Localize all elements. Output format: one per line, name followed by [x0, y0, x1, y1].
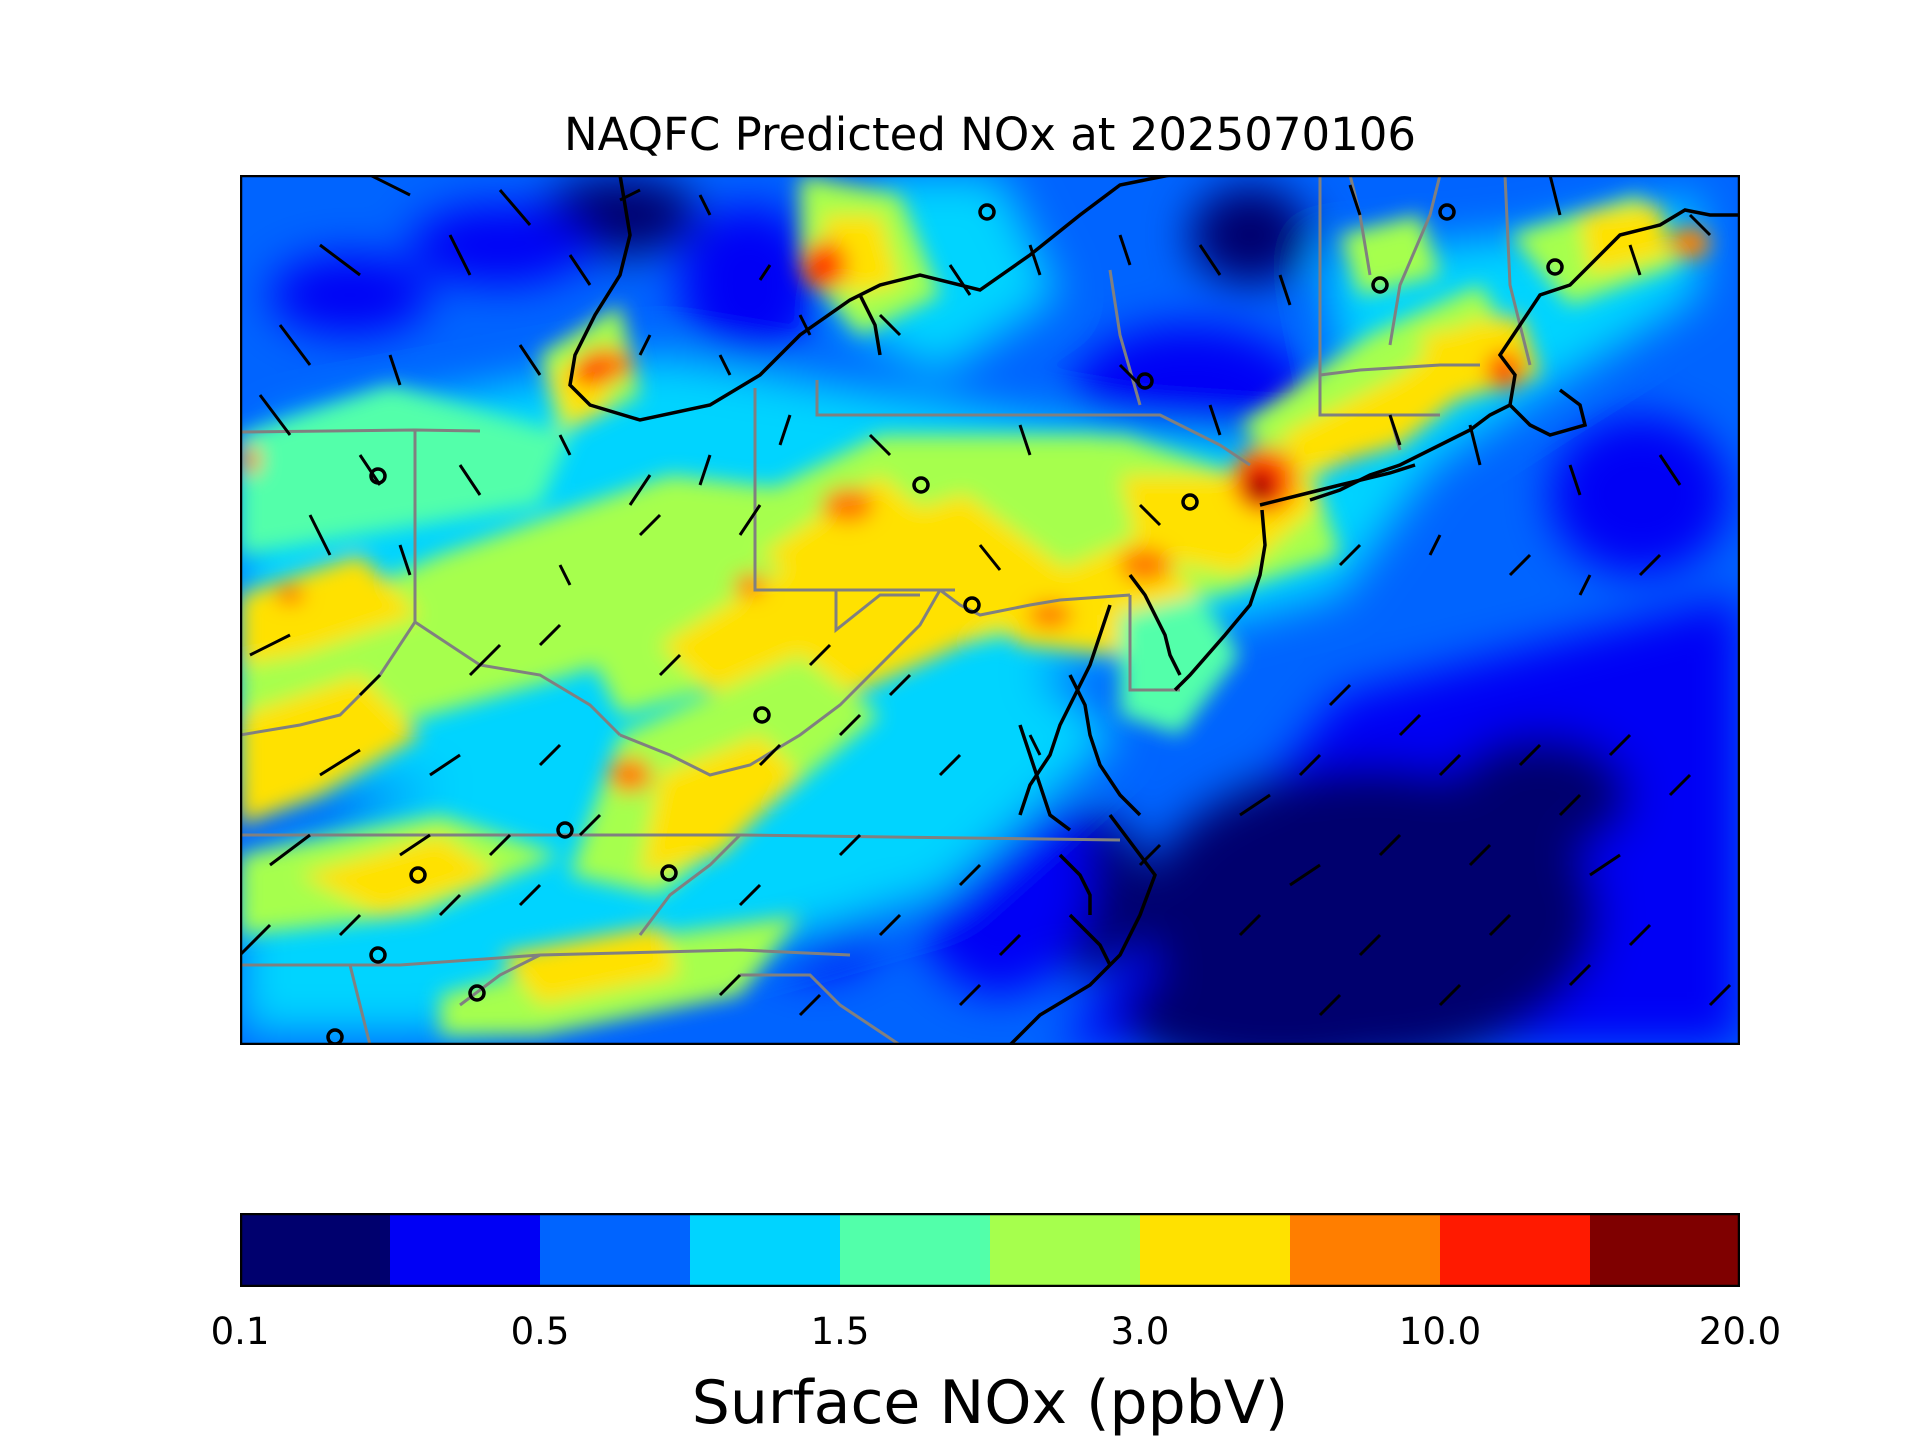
map-panel — [240, 175, 1740, 1045]
map-frame — [240, 175, 1740, 1045]
colorbar-swatch — [990, 1213, 1141, 1287]
wind-barbs — [240, 175, 1732, 1017]
colorbar-swatch — [390, 1213, 541, 1287]
colorbar-swatch — [840, 1213, 991, 1287]
state-borders — [240, 175, 1532, 1045]
colorbar-tick-label: 10.0 — [1398, 1310, 1482, 1353]
colorbar-label: Surface NOx (ppbV) — [691, 1368, 1289, 1438]
colorbar-swatch — [1440, 1213, 1591, 1287]
colorbar-tick-label: 0.1 — [210, 1310, 270, 1353]
colorbar-frame — [240, 1213, 1740, 1287]
colorbar-swatch — [1140, 1213, 1291, 1287]
nox-map — [240, 175, 1740, 1045]
colorbar-tick-label: 1.5 — [810, 1310, 870, 1353]
observation-sites — [326, 203, 1564, 1045]
map-title: NAQFC Predicted NOx at 2025070106 — [563, 108, 1417, 161]
colorbar-tick-label: 3.0 — [1110, 1310, 1170, 1353]
colorbar-swatch — [1590, 1213, 1740, 1287]
coastlines — [568, 175, 1740, 1045]
colorbar — [240, 1213, 1740, 1287]
colorbar-tick-label: 20.0 — [1698, 1310, 1782, 1353]
colorbar-swatch — [1290, 1213, 1441, 1287]
colorbar-swatch — [690, 1213, 841, 1287]
concentration-field — [240, 175, 1740, 1045]
colorbar-swatch — [240, 1213, 391, 1287]
colorbar-swatch — [540, 1213, 691, 1287]
colorbar-tick-label: 0.5 — [510, 1310, 570, 1353]
